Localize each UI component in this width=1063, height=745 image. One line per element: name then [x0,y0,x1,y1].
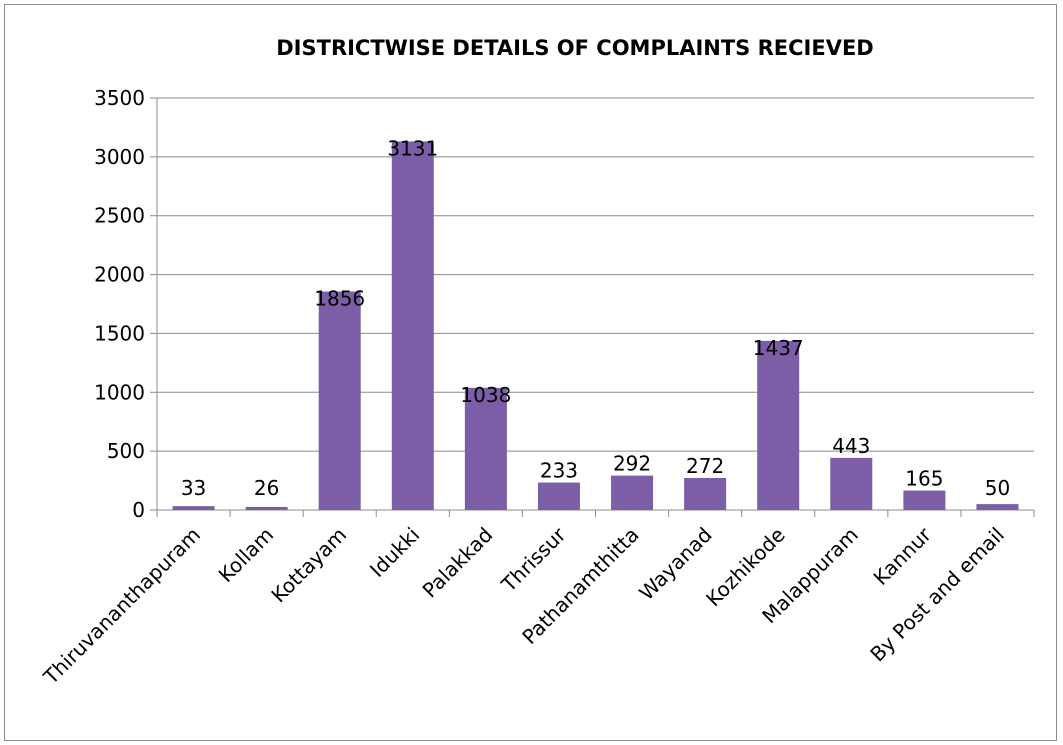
bar-chart: DISTRICTWISE DETAILS OF COMPLAINTS RECIE… [38,36,1035,690]
y-tick-label: 2500 [94,204,145,228]
bar-kollam [245,506,288,510]
bar-by-post-and-email [976,504,1019,510]
y-tick-label: 1500 [94,321,145,345]
bar-kannur [903,490,946,510]
data-label: 1038 [460,383,511,407]
bar-thrissur [537,482,580,510]
bar-kozhikode [757,340,800,510]
data-label: 272 [686,454,724,478]
data-label: 443 [832,434,870,458]
data-label: 50 [985,476,1010,500]
data-label: 292 [613,452,651,476]
y-tick-label: 1000 [94,380,145,404]
bar-malappuram [830,457,873,510]
data-label: 26 [254,476,279,500]
x-category-label: Palakkad [418,523,498,603]
bar-thiruvananthapuram [172,506,215,510]
bar-idukki [391,141,434,510]
bar-palakkad [464,387,507,510]
chart-title: DISTRICTWISE DETAILS OF COMPLAINTS RECIE… [276,36,874,60]
x-category-label: By Post and email [865,523,1009,667]
x-category-label: Kottayam [266,523,351,608]
data-label: 3131 [387,136,438,160]
data-label: 1856 [314,287,365,311]
x-category-label: Kannur [869,522,937,590]
data-label: 165 [905,467,943,491]
y-tick-label: 3000 [94,145,145,169]
y-tick-label: 0 [132,498,145,522]
y-tick-label: 3500 [94,86,145,110]
bar-kottayam [318,291,361,510]
x-category-label: Thrissur [496,522,571,597]
x-category-label: Thiruvananthapuram [38,523,205,690]
bar-pathanamthitta [611,475,654,510]
bar-wayanad [684,477,727,510]
data-label: 33 [181,476,206,500]
x-category-label: Idukki [365,523,424,582]
data-label: 1437 [753,336,804,360]
y-tick-label: 500 [107,439,145,463]
data-label: 233 [540,459,578,483]
chart-frame: DISTRICTWISE DETAILS OF COMPLAINTS RECIE… [4,4,1057,741]
y-tick-label: 2000 [94,263,145,287]
x-category-label: Kollam [214,523,279,588]
